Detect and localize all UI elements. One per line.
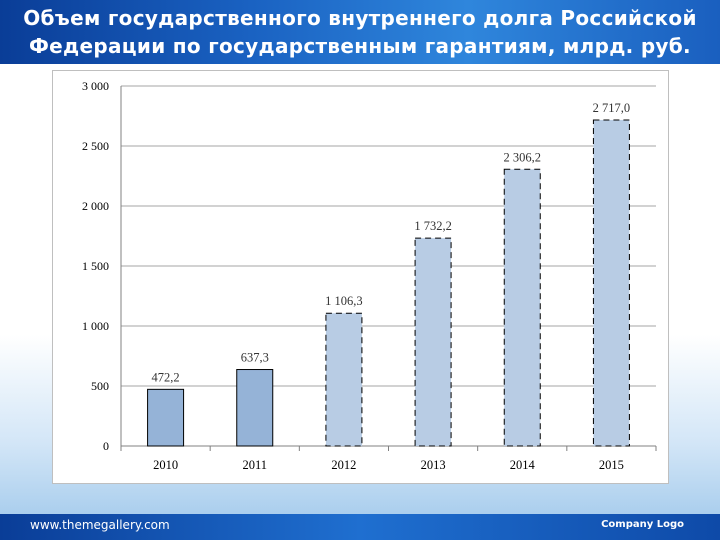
y-tick-label: 500 — [91, 379, 109, 393]
data-label-2013: 1 732,2 — [414, 219, 452, 233]
y-tick-label: 3 000 — [82, 79, 109, 93]
y-tick-label: 0 — [103, 439, 109, 453]
bar-2014 — [503, 168, 541, 447]
y-tick-label: 1 000 — [82, 319, 109, 333]
footer-bar: www.themegallery.com Company Logo — [0, 514, 720, 540]
title-bar: Объем государственного внутреннего долга… — [0, 0, 720, 64]
bar-2011 — [236, 369, 274, 447]
data-label-2010: 472,2 — [152, 370, 180, 384]
data-label-2012: 1 106,3 — [325, 294, 363, 308]
slide-title-line-1: Объем государственного внутреннего долга… — [23, 6, 697, 30]
bar-2015 — [592, 119, 630, 447]
slide-title: Объем государственного внутреннего долга… — [0, 4, 720, 60]
data-label-2014: 2 306,2 — [504, 150, 542, 164]
bar-2013 — [414, 237, 452, 447]
bar-2010 — [147, 388, 185, 447]
x-tick-label-2014: 2014 — [510, 458, 536, 472]
x-tick-label-2012: 2012 — [331, 458, 356, 472]
chart-frame: 0 500 1 000 1 500 2 000 2 500 3 000 472,2 2010 63… — [52, 70, 669, 484]
x-tick-label-2013: 2013 — [421, 458, 446, 472]
slide-title-line-2: Федерации по государственным гарантиям, … — [29, 34, 691, 58]
bar-chart: 0 500 1 000 1 500 2 000 2 500 3 000 472,2 2010 63… — [82, 79, 657, 472]
bar-2012 — [325, 312, 363, 447]
x-tick-label-2011: 2011 — [242, 458, 267, 472]
y-tick-label: 2 500 — [82, 139, 109, 153]
company-logo: Company Logo — [601, 519, 684, 530]
data-label-2015: 2 717,0 — [593, 101, 631, 115]
y-tick-label: 1 500 — [82, 259, 109, 273]
y-tick-label: 2 000 — [82, 199, 109, 213]
x-tick-label-2015: 2015 — [599, 458, 624, 472]
footer-website-link[interactable]: www.themegallery.com — [30, 518, 170, 532]
data-label-2011: 637,3 — [241, 351, 269, 365]
x-tick-label-2010: 2010 — [153, 458, 178, 472]
